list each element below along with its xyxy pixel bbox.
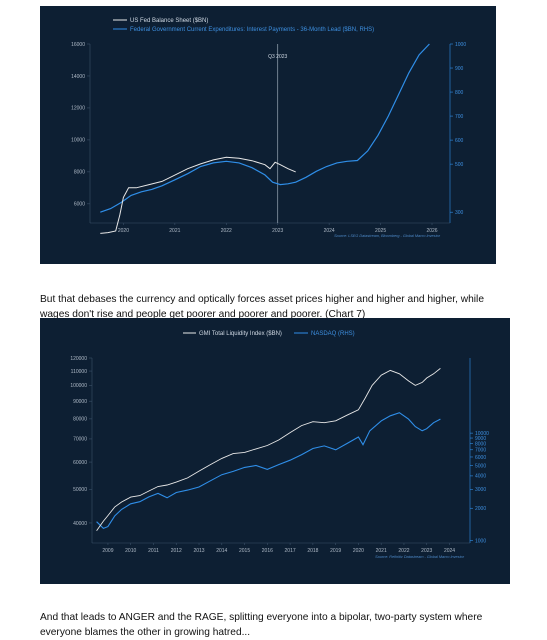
x-tick-label: 2011	[148, 548, 159, 554]
x-tick-label: 2025	[375, 228, 386, 234]
chart-fed-balance-sheet: US Fed Balance Sheet ($BN) Federal Govern…	[40, 6, 496, 264]
series-line-interest-payments	[100, 43, 430, 213]
y-left-tick-label: 12000	[71, 106, 85, 112]
y-left-tick-label: 6000	[74, 202, 85, 208]
y-left-tick-label: 120000	[70, 356, 87, 362]
y-right-tick-label: 1000	[475, 538, 486, 544]
paragraph-2: And that leads to ANGER and the RAGE, sp…	[40, 612, 483, 639]
y-right-tick-label: 10000	[475, 431, 489, 437]
x-tick-label: 2017	[285, 548, 296, 554]
x-tick-label: 2012	[171, 548, 182, 554]
x-tick-label: 2019	[330, 548, 341, 554]
y-right-tick-label: 3000	[475, 487, 486, 493]
x-tick-label: 2026	[426, 228, 437, 234]
x-tick-label: 2023	[272, 228, 283, 234]
y-right-tick-label: 7000	[475, 448, 486, 454]
annotation-label: Q3 2023	[268, 54, 287, 60]
y-right-tick-label: 500	[455, 162, 464, 168]
legend-label-fed: US Fed Balance Sheet ($BN)	[130, 18, 208, 24]
source-note: Source: Refinitiv Datastream - Global Ma…	[375, 555, 465, 559]
x-tick-label: 2021	[376, 548, 387, 554]
y-right-tick-label: 900	[455, 66, 464, 72]
y-left-tick-label: 8000	[74, 170, 85, 176]
y-right-tick-label: 9000	[475, 436, 486, 442]
series-line-gmi-liquidity	[96, 368, 441, 531]
x-tick-label: 2009	[102, 548, 113, 554]
chart-2-svg: GMI Total Liquidity Index ($BN) NASDAQ (R…	[70, 331, 489, 559]
y-left-tick-label: 16000	[71, 42, 85, 48]
y-left-tick-label: 100000	[70, 383, 87, 389]
source-note: Source: LSEG Datastream, Bloomberg - Glo…	[334, 234, 441, 238]
y-left-tick-label: 80000	[73, 417, 87, 423]
x-tick-label: 2022	[221, 228, 232, 234]
x-tick-label: 2015	[239, 548, 250, 554]
legend-label-nasdaq: NASDAQ (RHS)	[311, 331, 355, 337]
paragraph-1: But that debases the currency and optica…	[40, 294, 484, 321]
x-tick-label: 2014	[216, 548, 227, 554]
chart-liquidity-nasdaq: GMI Total Liquidity Index ($BN) NASDAQ (R…	[40, 318, 510, 584]
y-left-tick-label: 40000	[73, 521, 87, 527]
legend-label-gmi: GMI Total Liquidity Index ($BN)	[199, 331, 282, 337]
x-tick-label: 2024	[444, 548, 455, 554]
y-right-tick-label: 4000	[475, 474, 486, 480]
y-right-tick-label: 1000	[455, 42, 466, 48]
y-left-tick-label: 14000	[71, 74, 85, 80]
y-left-tick-label: 90000	[73, 399, 87, 405]
y-right-tick-label: 700	[455, 114, 464, 120]
chart-1-svg: US Fed Balance Sheet ($BN) Federal Govern…	[71, 18, 466, 238]
y-left-tick-label: 60000	[73, 460, 87, 466]
y-right-tick-label: 5000	[475, 463, 486, 469]
y-left-tick-label: 70000	[73, 437, 87, 443]
y-left-tick-label: 10000	[71, 138, 85, 144]
x-tick-label: 2022	[398, 548, 409, 554]
y-left-tick-label: 50000	[73, 487, 87, 493]
x-tick-label: 2010	[125, 548, 136, 554]
x-tick-label: 2020	[118, 228, 129, 234]
x-tick-label: 2024	[324, 228, 335, 234]
legend-label-interest: Federal Government Current Expenditures:…	[130, 27, 374, 33]
x-tick-label: 2013	[193, 548, 204, 554]
x-tick-label: 2020	[353, 548, 364, 554]
y-right-tick-label: 800	[455, 90, 464, 96]
series-line-fed-balance-sheet	[100, 156, 296, 234]
x-tick-label: 2021	[169, 228, 180, 234]
y-right-tick-label: 600	[455, 138, 464, 144]
y-right-tick-label: 6000	[475, 455, 486, 461]
x-tick-label: 2016	[262, 548, 273, 554]
x-tick-label: 2018	[307, 548, 318, 554]
series-line-nasdaq	[96, 412, 441, 530]
y-right-tick-label: 300	[455, 210, 464, 216]
x-tick-label: 2023	[421, 548, 432, 554]
y-right-tick-label: 2000	[475, 506, 486, 512]
y-right-tick-label: 8000	[475, 441, 486, 447]
y-left-tick-label: 110000	[71, 369, 88, 375]
